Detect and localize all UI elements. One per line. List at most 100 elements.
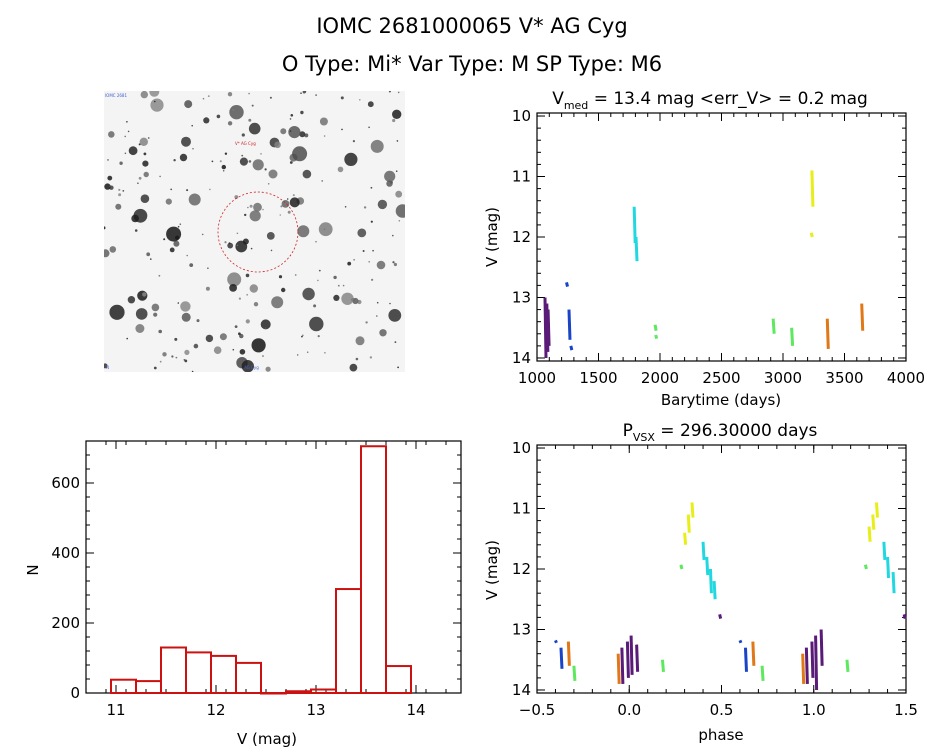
finder-star	[184, 349, 190, 355]
finder-star	[302, 287, 315, 301]
finder-star	[166, 226, 182, 242]
finder-image: IOMC 2681 V* AG Cyg AG Cyg N	[104, 91, 405, 372]
finder-star	[395, 190, 403, 198]
histogram-bars	[110, 445, 412, 695]
finder-star	[108, 131, 115, 138]
finder-star	[397, 366, 399, 369]
finder-star	[140, 194, 150, 203]
phased-point-yellow	[871, 514, 876, 530]
finder-star	[177, 225, 180, 228]
lightcurve-ytick-label: 12	[512, 228, 531, 246]
finder-star	[205, 334, 214, 343]
finder-star	[109, 185, 111, 188]
finder-star	[270, 249, 273, 252]
finder-star	[239, 349, 246, 355]
finder-star	[159, 175, 161, 178]
histogram-bar	[210, 654, 237, 695]
finder-star	[379, 329, 387, 337]
finder-star	[392, 118, 396, 123]
lightcurve-xtick-label: 3500	[825, 369, 863, 387]
finder-star	[300, 92, 302, 94]
lightcurve-point-cyan	[632, 206, 637, 244]
histogram-bar	[310, 688, 337, 694]
phased-ytick-label: 12	[512, 560, 531, 578]
finder-star	[279, 214, 282, 216]
lightcurve-xlabel: Barytime (days)	[661, 391, 781, 409]
figure-title: IOMC 2681000065 V* AG Cyg	[316, 14, 628, 38]
finder-star	[163, 238, 166, 241]
finder-star	[317, 279, 319, 282]
finder-star	[290, 114, 294, 117]
lightcurve-marks	[543, 170, 865, 359]
finder-star	[236, 232, 239, 235]
finder-star	[186, 189, 189, 192]
finder-star	[221, 164, 226, 170]
finder-star	[355, 336, 365, 346]
phased-xtick-label: 1.0	[802, 701, 826, 719]
finder-star	[340, 96, 344, 100]
phased-marks	[554, 502, 907, 691]
finder-star	[153, 312, 158, 317]
finder-star	[109, 246, 117, 253]
lightcurve-ylabel: V (mag)	[483, 207, 501, 267]
finder-star	[150, 98, 164, 112]
finder-star	[227, 242, 234, 249]
finder-star	[219, 160, 222, 163]
finder-star	[246, 293, 249, 296]
histogram-ytick-label: 200	[51, 614, 80, 632]
lightcurve-axes-frame	[536, 112, 907, 362]
finder-star	[296, 354, 299, 356]
finder-star	[341, 128, 343, 131]
finder-star	[229, 105, 244, 120]
finder-star	[171, 355, 174, 358]
phased-point-cyan	[886, 556, 891, 579]
lightcurve-title-sub: med	[564, 99, 588, 112]
finder-star	[318, 222, 333, 237]
finder-star	[142, 292, 147, 297]
finder-star	[180, 301, 191, 312]
finder-star	[376, 301, 379, 304]
finder-star	[274, 141, 281, 149]
lightcurve-point-orange	[825, 318, 830, 349]
finder-star	[289, 118, 292, 120]
phased-point-green	[845, 659, 850, 672]
phased-point-purple	[804, 647, 809, 684]
target-circle	[217, 191, 299, 273]
finder-star	[205, 286, 210, 291]
lightcurve-xtick-label: 3000	[764, 369, 802, 387]
finder-star	[365, 321, 368, 324]
finder-star	[341, 292, 354, 305]
finder-star	[207, 95, 210, 97]
phased-title-main: P	[623, 421, 633, 441]
finder-star	[266, 232, 275, 240]
histogram-ytick-label: 0	[70, 684, 80, 702]
finder-star	[302, 91, 306, 94]
finder-star	[299, 131, 306, 138]
finder-star	[229, 284, 237, 292]
finder-star	[241, 154, 244, 157]
finder-star	[248, 118, 252, 122]
phased-point-purple	[718, 614, 723, 619]
finder-star	[352, 297, 359, 305]
phased-point-purple	[810, 641, 815, 678]
finder-star	[232, 109, 235, 111]
histogram-ticks: 11 12 13 14 0 200 400 600	[51, 440, 461, 719]
finder-star	[362, 250, 365, 252]
finder-star	[306, 351, 309, 354]
finder-star	[352, 140, 355, 143]
finder-star	[370, 220, 373, 223]
finder-star	[181, 312, 191, 322]
finder-star	[122, 190, 125, 192]
finder-star	[248, 160, 252, 163]
finder-star	[169, 247, 175, 253]
phased-point-cyan	[705, 556, 710, 576]
finder-star	[124, 152, 127, 155]
finder-star	[262, 355, 264, 357]
phased-xtick-label: 1.5	[894, 701, 918, 719]
phased-title-rest: = 296.30000 days	[655, 421, 818, 441]
phased-point-yellow	[867, 526, 872, 542]
finder-star	[127, 130, 130, 133]
finder-star	[376, 260, 386, 270]
lightcurve-xtick-label: 1000	[518, 369, 556, 387]
finder-star	[286, 198, 289, 200]
